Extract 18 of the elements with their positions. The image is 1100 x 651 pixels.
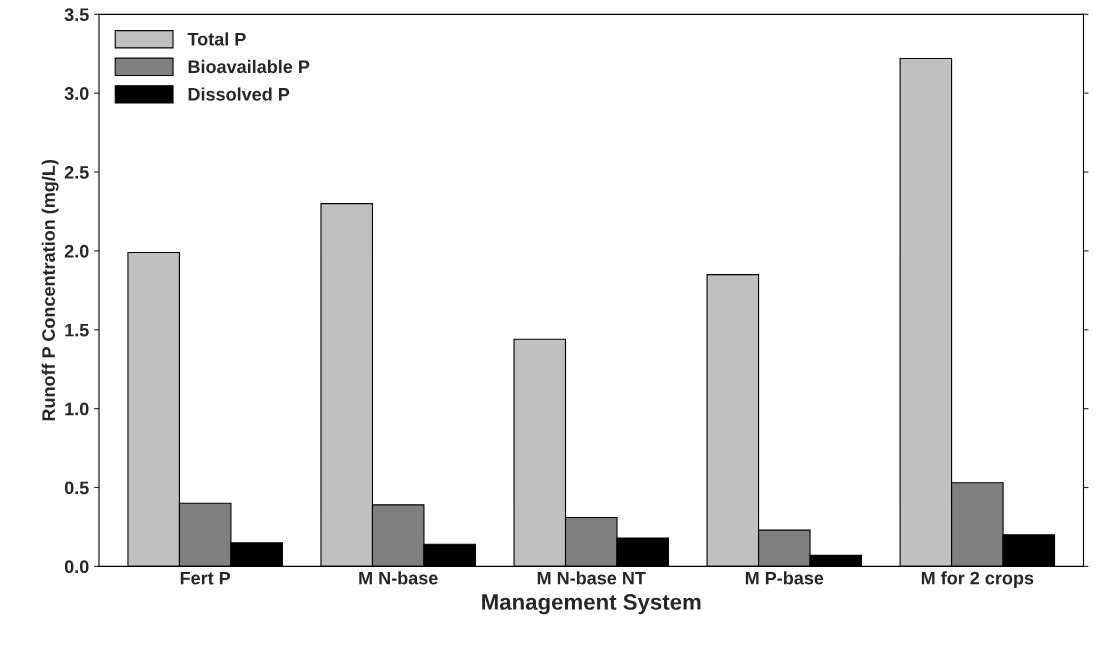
y-tick-label: 2.0 [64, 244, 89, 258]
y-tick-label: 1.5 [65, 323, 89, 337]
y-tick-label: 3.5 [64, 8, 89, 22]
y-tick-label: 3.0 [64, 87, 89, 100]
x-tick-label: M for 2 crops [921, 571, 1034, 589]
x-axis-title: Management System [482, 594, 701, 615]
y-axis-title: Runoff P Concentration (mg/L) [41, 160, 59, 421]
y-tick-label: 0.5 [64, 481, 89, 495]
y-tick-label: 0.0 [64, 560, 89, 574]
legend-label: Dissolved P [188, 87, 290, 101]
y-tick-label: 2.5 [64, 165, 89, 179]
x-tick-label: M P-base [745, 571, 824, 585]
legend-label: Bioavailable P [188, 59, 310, 74]
y-tick-label: 1.0 [65, 402, 89, 416]
x-tick-label: M N-base NT [537, 571, 646, 585]
x-tick-label: Fert P [180, 571, 231, 585]
legend-label: Total P [187, 32, 246, 46]
x-tick-label: M N-base [359, 571, 438, 585]
